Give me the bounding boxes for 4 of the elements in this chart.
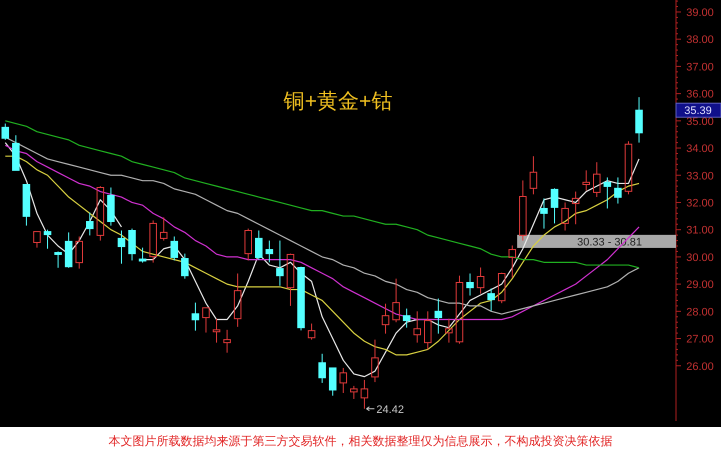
annotation: 本文图片所载数据均来源于第三方交易软件，相关数据整理仅为信息展示，不构成投资决策依据 bbox=[108, 434, 612, 448]
annotation: 24.42 bbox=[376, 404, 404, 416]
title: 铜+黄金+钴 bbox=[284, 90, 392, 113]
annotation: 35.39 bbox=[684, 105, 712, 118]
